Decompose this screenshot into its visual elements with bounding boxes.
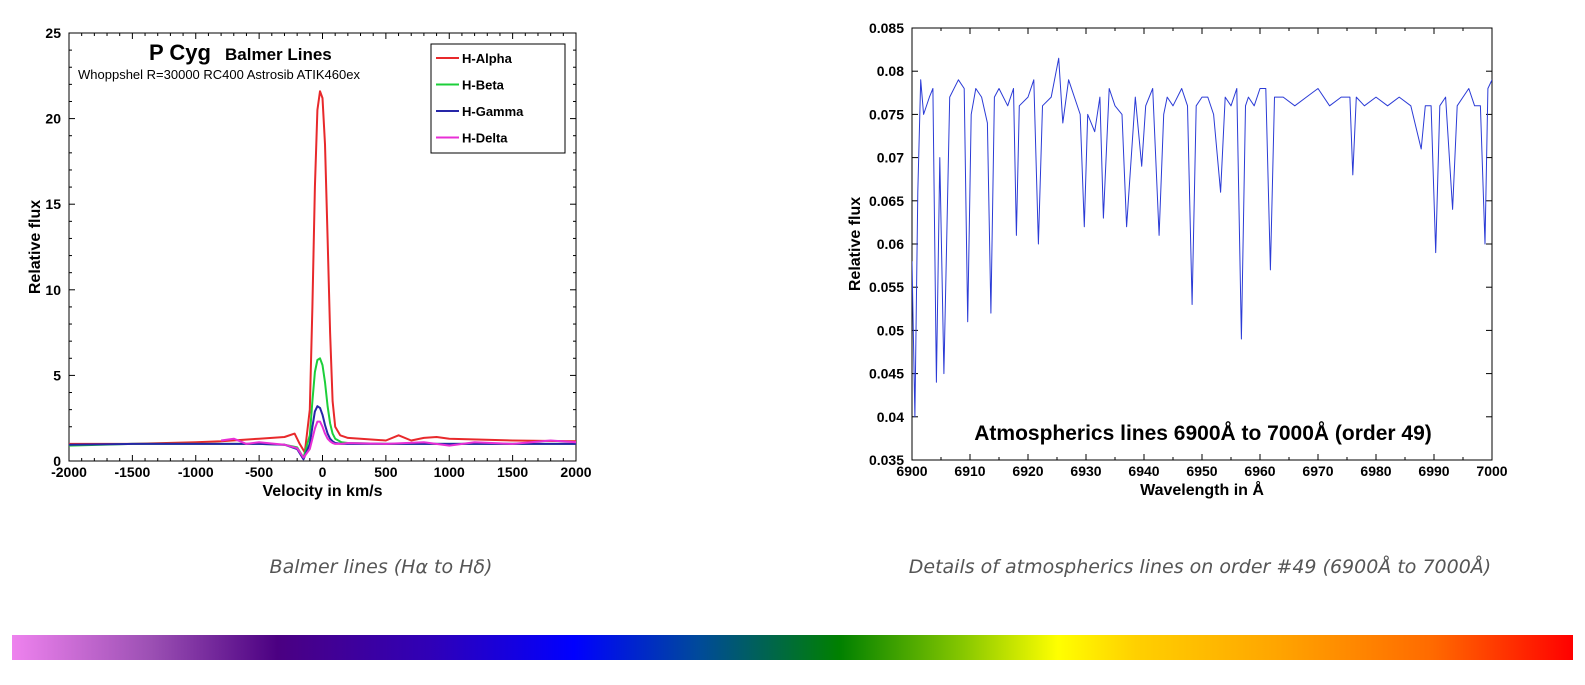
- series-line-h-alpha: [69, 90, 576, 454]
- y-tick-label: 0.055: [869, 279, 904, 295]
- chart-title-suffix: Balmer Lines: [225, 45, 332, 64]
- x-tick-label: 6970: [1302, 463, 1333, 479]
- x-tick-label: 6930: [1070, 463, 1101, 479]
- x-tick-label: 6990: [1418, 463, 1449, 479]
- x-axis-label: Velocity in km/s: [262, 483, 382, 500]
- x-tick-label: 0: [319, 464, 327, 480]
- x-tick-label: 6980: [1360, 463, 1391, 479]
- y-tick-label: 0.06: [877, 236, 904, 252]
- legend-label: H-Gamma: [462, 104, 524, 119]
- y-tick-label: 0.045: [869, 366, 904, 382]
- x-tick-label: 6900: [896, 463, 927, 479]
- x-tick-label: -1000: [178, 464, 214, 480]
- x-tick-label: 6920: [1012, 463, 1043, 479]
- x-tick-label: 1500: [497, 464, 528, 480]
- y-tick-label: 0.075: [869, 106, 904, 122]
- plot-frame: [911, 27, 1493, 461]
- y-axis-label: Relative flux: [27, 200, 44, 294]
- x-tick-label: 2000: [560, 464, 591, 480]
- x-tick-label: 500: [374, 464, 398, 480]
- y-tick-label: 15: [45, 196, 61, 212]
- x-tick-label: -2000: [51, 464, 87, 480]
- color-spectrum-bar: [12, 635, 1573, 660]
- y-tick-label: 0.085: [869, 20, 904, 36]
- y-tick-label: 10: [45, 282, 61, 298]
- y-axis-label: Relative flux: [847, 197, 864, 291]
- y-tick-label: 0: [53, 453, 61, 469]
- y-tick-label: 25: [45, 25, 61, 41]
- x-tick-label: 6950: [1186, 463, 1217, 479]
- y-tick-label: 0.04: [877, 409, 904, 425]
- x-tick-label: 6960: [1244, 463, 1275, 479]
- x-tick-label: 6940: [1128, 463, 1159, 479]
- y-tick-label: 0.07: [877, 150, 904, 166]
- balmer-lines-chart: -2000 -1500 -1000 -500 0 500 1000 1500 2000 0 5 10 1…: [27, 25, 592, 500]
- x-tick-label: -500: [245, 464, 273, 480]
- y-tick-label: 5: [53, 367, 61, 383]
- x-tick-label: 7000: [1476, 463, 1507, 479]
- legend-label: H-Beta: [462, 78, 505, 93]
- series-line-h-gamma: [69, 405, 576, 461]
- y-tick-label: 0.05: [877, 322, 904, 338]
- spectrum-line: [912, 57, 1492, 418]
- x-tick-label: 1000: [434, 464, 465, 480]
- y-tick-label: 0.08: [877, 63, 904, 79]
- chart-title: Atmospherics lines 6900Å to 7000Å (order…: [974, 421, 1432, 445]
- balmer-caption: Balmer lines (Hα to Hδ): [269, 556, 493, 578]
- y-tick-label: 0.035: [869, 452, 904, 468]
- x-tick-label: 6910: [954, 463, 985, 479]
- legend-label: H-Delta: [462, 131, 508, 146]
- y-tick-label: 0.065: [869, 193, 904, 209]
- y-tick-label: 20: [45, 111, 61, 127]
- atmospheric-caption: Details of atmospherics lines on order #…: [908, 556, 1492, 578]
- chart-subtitle: Whoppshel R=30000 RC400 Astrosib ATIK460…: [78, 67, 360, 82]
- atmospheric-lines-chart: 6900 6910 6920 6930 6940 6950 6960 6970 6980 6990…: [847, 20, 1508, 499]
- chart-title: P Cyg: [149, 40, 211, 65]
- legend-box: [430, 43, 566, 154]
- x-tick-label: -1500: [114, 464, 150, 480]
- x-axis-label: Wavelength in Å: [1140, 480, 1264, 499]
- legend-label: H-Alpha: [462, 51, 513, 66]
- series-line-h-delta: [220, 420, 576, 459]
